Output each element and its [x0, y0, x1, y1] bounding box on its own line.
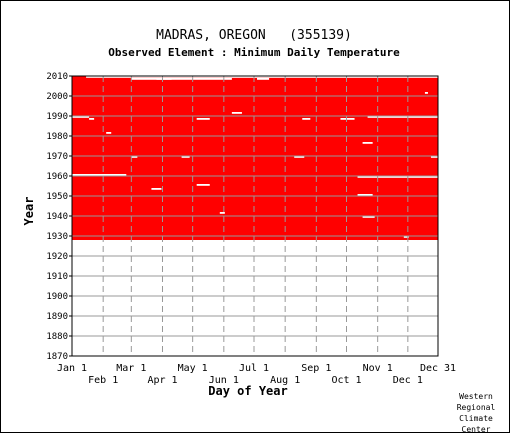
- y-tick-label: 2000: [46, 92, 68, 102]
- missing-segment: [219, 212, 225, 214]
- missing-segment: [357, 194, 373, 196]
- y-tick-label: 1920: [46, 252, 68, 262]
- missing-segment: [367, 116, 438, 118]
- y-tick-label: 1980: [46, 132, 68, 142]
- y-tick-label: 1910: [46, 272, 68, 282]
- y-tick-labels: 2010 2000 1990 1980 1970 1960 1950 1940 1930 1920…: [46, 72, 72, 362]
- missing-segment: [231, 112, 242, 114]
- missing-segment: [294, 156, 305, 158]
- x-tick-label: Mar 1: [116, 363, 146, 374]
- missing-segment: [181, 156, 190, 158]
- x-tick-label: Oct 1: [331, 375, 361, 386]
- missing-segment: [196, 118, 210, 120]
- missing-segment: [362, 142, 373, 144]
- y-tick-label: 1990: [46, 112, 68, 122]
- x-tick-label: Dec 1: [393, 375, 423, 386]
- x-tick-label: Jul 1: [239, 363, 269, 374]
- missing-segment: [340, 118, 355, 120]
- missing-segment: [86, 76, 439, 78]
- missing-segment: [131, 156, 138, 158]
- y-tick-label: 1880: [46, 332, 68, 342]
- data-coverage-band: [72, 76, 438, 240]
- missing-segment: [430, 156, 438, 158]
- missing-segment: [72, 116, 90, 118]
- missing-segment: [196, 184, 210, 186]
- x-tick-label: Dec 31: [420, 363, 456, 374]
- y-tick-label: 2010: [46, 72, 68, 82]
- missing-segment: [362, 216, 375, 218]
- x-tick-labels: Jan 1 Mar 1 May 1 Jul 1 Sep 1 Nov 1 Dec 31 Feb …: [57, 363, 456, 386]
- y-tick-label: 1970: [46, 152, 68, 162]
- missing-segment: [89, 118, 95, 120]
- chart-subtitle: Observed Element : Minimum Daily Tempera…: [108, 46, 400, 59]
- missing-segment: [151, 188, 162, 190]
- x-axis-label: Day of Year: [208, 384, 287, 398]
- x-tick-label: Apr 1: [147, 375, 177, 386]
- y-tick-label: 1890: [46, 312, 68, 322]
- x-tick-label: Jan 1: [57, 363, 87, 374]
- y-tick-label: 1960: [46, 172, 68, 182]
- missing-segment: [403, 236, 409, 238]
- x-tick-label: Feb 1: [88, 375, 118, 386]
- missing-segment: [257, 78, 270, 80]
- missing-segment: [131, 78, 232, 80]
- plot-area: [71, 75, 439, 357]
- y-tick-label: 1870: [46, 352, 68, 362]
- x-tick-label: Jun 1: [209, 375, 239, 386]
- x-tick-label: Sep 1: [301, 363, 331, 374]
- missing-segment: [72, 174, 127, 176]
- credit-line: Western: [459, 392, 493, 401]
- x-tick-label: Nov 1: [363, 363, 393, 374]
- chart-title: MADRAS, OREGON (355139): [156, 28, 352, 43]
- y-tick-label: 1940: [46, 212, 68, 222]
- y-tick-label: 1950: [46, 192, 68, 202]
- missing-segment: [106, 132, 112, 134]
- x-tick-label: Aug 1: [270, 375, 300, 386]
- missing-segment: [302, 118, 311, 120]
- y-axis-label: Year: [22, 197, 36, 226]
- y-tick-label: 1930: [46, 232, 68, 242]
- missing-segment: [424, 92, 428, 94]
- missing-segment: [357, 176, 438, 178]
- credit-block: Western Regional Climate Center: [447, 391, 505, 435]
- x-tick-label: May 1: [178, 363, 208, 374]
- credit-line: Climate: [459, 414, 493, 423]
- credit-line: Regional: [456, 403, 496, 412]
- y-tick-label: 1900: [46, 292, 68, 302]
- credit-line: Center: [461, 425, 491, 434]
